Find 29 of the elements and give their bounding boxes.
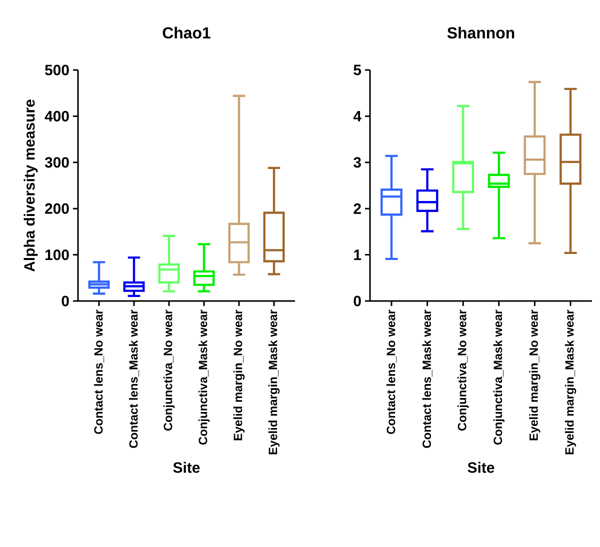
chart-title: Shannon [447,26,514,38]
x-tick-label: Eyelid margin_No wear [233,310,245,440]
x-tick-label: Eyelid margin_No wear [529,310,540,440]
y-tick-label: 500 [45,64,69,76]
x-tick-label: Conjunctiva_No wear [163,310,175,431]
y-tick-label: 1 [354,250,362,260]
y-axis-title: Alpha diversity measure [24,100,38,272]
x-axis-title: Site [173,462,200,473]
x-tick-label: Eyelid margin_Mask wear [268,310,280,454]
x-axis-title: Site [468,462,494,473]
y-tick-label: 5 [354,64,362,76]
y-tick-label: 400 [44,110,69,122]
y-tick-label: 200 [45,203,69,214]
x-tick-label: Contact lens_No wear [386,310,397,434]
x-tick-label: Eyelid margin_Mask wear [564,310,576,454]
x-tick-label: Contact lens_Mask wear [128,310,140,448]
x-tick-label: Conjunctiva_No wear [458,310,469,431]
chart-title: Chao1 [162,26,210,38]
x-tick-label: Contact lens_Mask wear [422,310,432,448]
y-tick-label: 0 [62,296,69,306]
y-tick-label: 2 [354,203,361,214]
x-tick-label: Contact lens_No wear [94,310,104,434]
x-tick-label: Conjunctiva_Mask wear [198,310,210,445]
y-tick-label: 0 [354,296,361,306]
y-tick-label: 300 [44,157,69,168]
y-tick-label: 100 [45,250,69,260]
y-tick-label: 3 [354,157,361,168]
y-tick-label: 4 [353,111,362,122]
x-tick-label: Conjunctiva_Mask wear [493,310,504,445]
